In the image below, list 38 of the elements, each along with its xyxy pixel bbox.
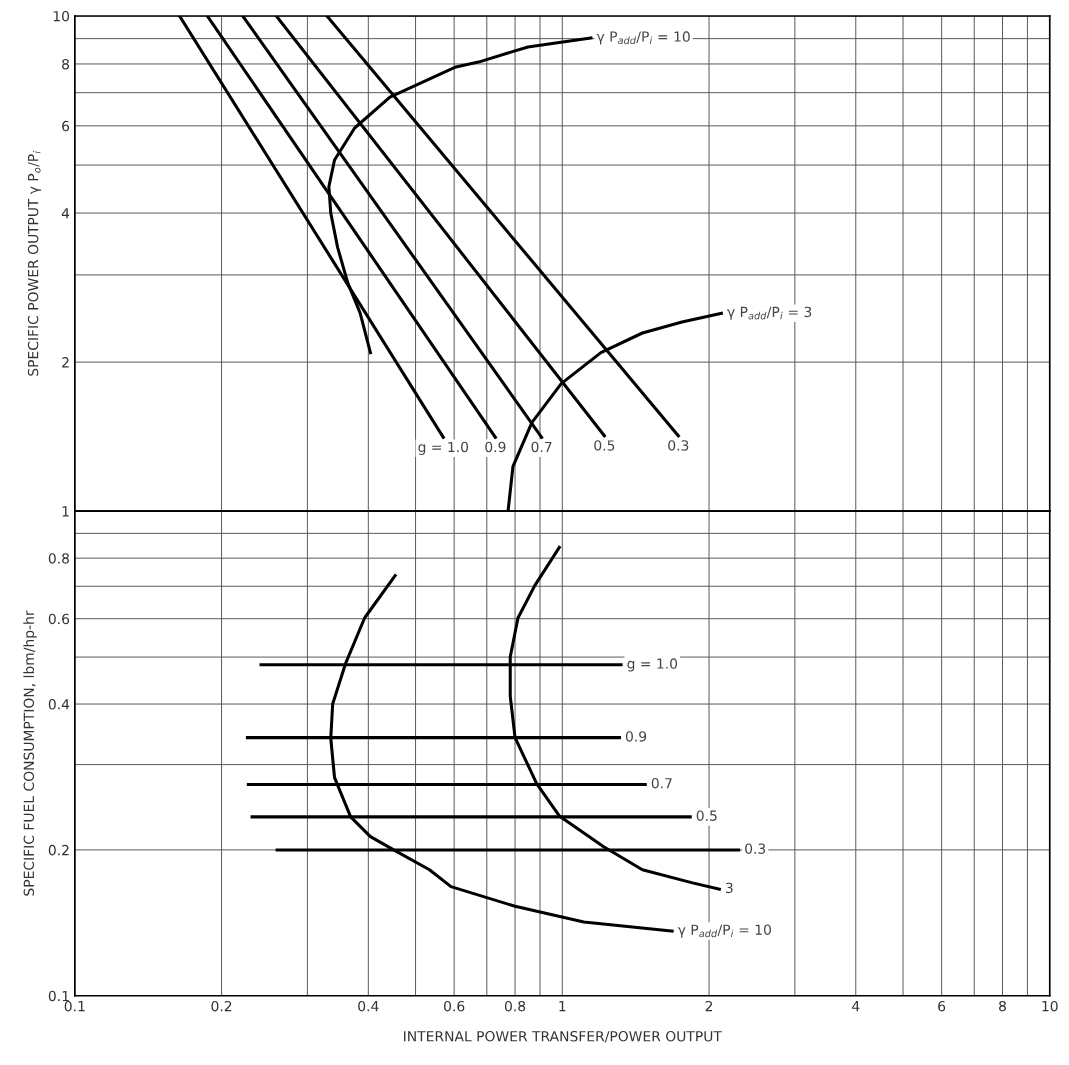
series-label: 0.7	[531, 441, 552, 453]
y-tick-label: 2	[62, 357, 69, 368]
y-axis-title: SPECIFIC POWER OUTPUT γ P$_{o}$/P$_{i}$	[27, 151, 42, 376]
y-tick-label: 0.8	[48, 553, 70, 564]
series-label: g = 1.0	[418, 441, 469, 455]
series-label: 3	[725, 882, 733, 894]
series-label: 0.7	[651, 777, 672, 789]
y-tick-label: 4	[61, 208, 70, 219]
y-tick-label: 0.4	[48, 699, 70, 710]
x-tick-label: 8	[999, 1000, 1006, 1012]
series-label: γ P$_{add}$/P$_{i}$ = 10	[677, 924, 771, 938]
y-tick-label: 0.2	[48, 844, 69, 856]
y-tick-label: 1	[62, 506, 69, 517]
series-label: 0.3	[745, 843, 766, 854]
x-tick-label: 0.8	[504, 1000, 526, 1012]
y-axis-title: SPECIFIC FUEL CONSUMPTION, lbm/hp-hr	[23, 610, 37, 896]
x-tick-label: 4	[852, 1001, 860, 1012]
series-label: 0.9	[625, 731, 647, 742]
series-label: γ P$_{add}$/P$_{i}$ = 3	[727, 306, 812, 320]
series-label: 0.5	[696, 810, 717, 821]
y-tick-label: 10	[53, 10, 70, 22]
series-label: γ P$_{add}$/P$_{i}$ = 10	[596, 31, 690, 45]
y-tick-label: 0.1	[48, 990, 69, 1002]
x-tick-label: 0.4	[358, 1000, 379, 1012]
x-tick-label: 2	[705, 1000, 713, 1012]
x-axis-title: INTERNAL POWER TRANSFER/POWER OUTPUT	[404, 1030, 722, 1043]
x-tick-label: 10	[1042, 1000, 1058, 1012]
y-tick-label: 8	[62, 58, 70, 70]
x-tick-label: 0.2	[211, 1000, 232, 1012]
series-label: g = 1.0	[627, 658, 678, 672]
series-label: 0.3	[668, 440, 689, 451]
y-tick-label: 0.6	[48, 613, 70, 625]
x-tick-label: 6	[938, 1000, 946, 1012]
series-label: 0.9	[485, 441, 506, 453]
x-tick-label: 0.6	[444, 1000, 465, 1012]
y-tick-label: 6	[62, 120, 70, 132]
x-tick-label: 1	[559, 1001, 566, 1012]
series-label: 0.5	[594, 440, 615, 451]
